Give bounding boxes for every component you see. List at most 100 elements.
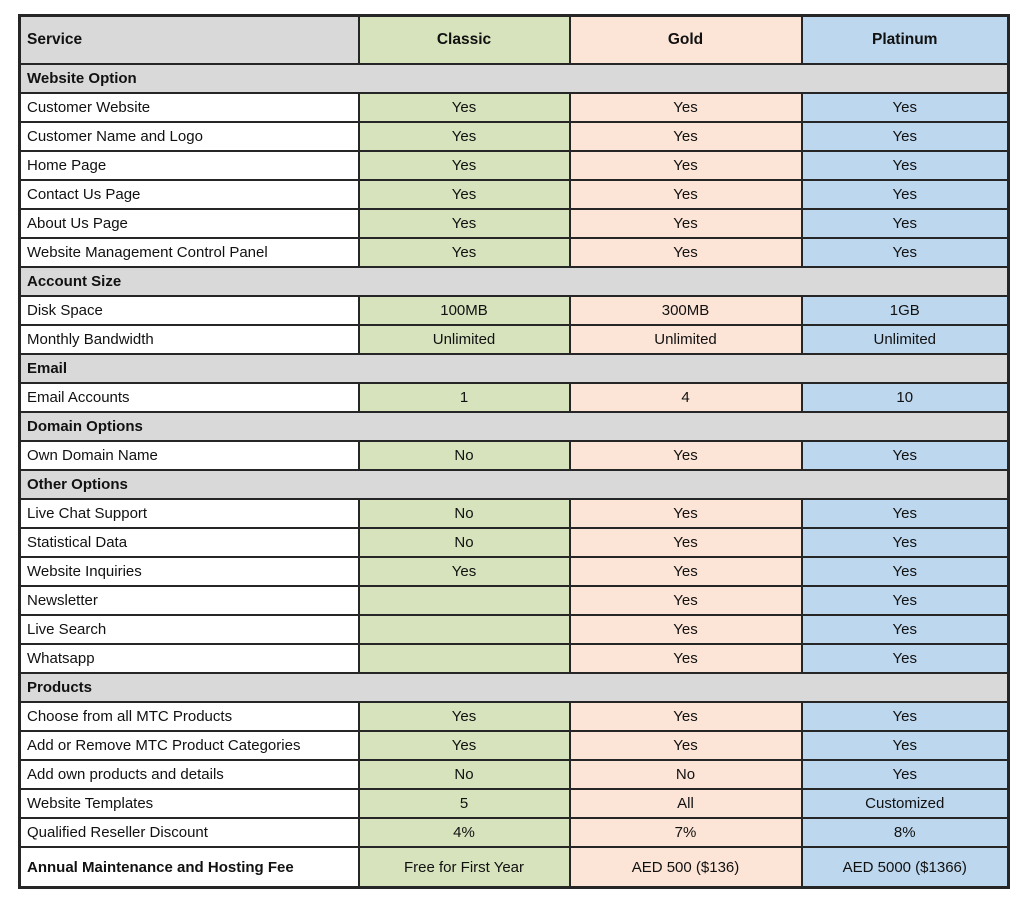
table-row: Live Chat Support No Yes Yes xyxy=(18,498,1010,529)
classic-cell: Yes xyxy=(357,92,571,123)
gold-cell: Yes xyxy=(568,527,803,558)
section-title: Other Options xyxy=(18,469,1010,500)
platinum-cell: Yes xyxy=(800,92,1010,123)
service-cell: Website Inquiries xyxy=(18,556,360,587)
service-cell: Email Accounts xyxy=(18,382,360,413)
service-cell: Live Chat Support xyxy=(18,498,360,529)
service-cell: Website Templates xyxy=(18,788,360,819)
gold-cell: Yes xyxy=(568,585,803,616)
gold-cell: 300MB xyxy=(568,295,803,326)
service-cell: Add own products and details xyxy=(18,759,360,790)
service-cell: Disk Space xyxy=(18,295,360,326)
gold-cell: Yes xyxy=(568,643,803,674)
classic-cell: 1 xyxy=(357,382,571,413)
table-row: Choose from all MTC Products Yes Yes Yes xyxy=(18,701,1010,732)
gold-cell: Unlimited xyxy=(568,324,803,355)
gold-cell: AED 500 ($136) xyxy=(568,846,803,889)
gold-cell: 7% xyxy=(568,817,803,848)
platinum-cell: 8% xyxy=(800,817,1010,848)
gold-cell: Yes xyxy=(568,121,803,152)
classic-cell: Yes xyxy=(357,237,571,268)
service-cell: Statistical Data xyxy=(18,527,360,558)
gold-cell: All xyxy=(568,788,803,819)
service-cell: Add or Remove MTC Product Categories xyxy=(18,730,360,761)
service-cell: Annual Maintenance and Hosting Fee xyxy=(18,846,360,889)
table-row: Monthly Bandwidth Unlimited Unlimited Unlim… xyxy=(18,324,1010,355)
table-row: Whatsapp Yes Yes xyxy=(18,643,1010,674)
service-cell: Whatsapp xyxy=(18,643,360,674)
platinum-cell: Yes xyxy=(800,527,1010,558)
classic-cell: 100MB xyxy=(357,295,571,326)
table-row: Customer Website Yes Yes Yes xyxy=(18,92,1010,123)
section-header-row: Account Size xyxy=(18,266,1010,297)
section-header-row: Website Option xyxy=(18,63,1010,94)
section-title: Website Option xyxy=(18,63,1010,94)
platinum-cell: Yes xyxy=(800,585,1010,616)
classic-cell: Unlimited xyxy=(357,324,571,355)
classic-cell: Yes xyxy=(357,556,571,587)
service-cell: Contact Us Page xyxy=(18,179,360,210)
gold-cell: Yes xyxy=(568,556,803,587)
classic-cell: 5 xyxy=(357,788,571,819)
table-row: Add own products and details No No Yes xyxy=(18,759,1010,790)
gold-cell: Yes xyxy=(568,237,803,268)
platinum-cell: Yes xyxy=(800,208,1010,239)
platinum-cell: Unlimited xyxy=(800,324,1010,355)
classic-cell: No xyxy=(357,759,571,790)
gold-cell: Yes xyxy=(568,730,803,761)
section-title: Products xyxy=(18,672,1010,703)
classic-cell: Yes xyxy=(357,179,571,210)
service-cell: Own Domain Name xyxy=(18,440,360,471)
service-cell: Choose from all MTC Products xyxy=(18,701,360,732)
classic-cell: No xyxy=(357,527,571,558)
gold-cell: Yes xyxy=(568,150,803,181)
table-row: About Us Page Yes Yes Yes xyxy=(18,208,1010,239)
table-row: Website Management Control Panel Yes Yes Ye… xyxy=(18,237,1010,268)
platinum-cell: Yes xyxy=(800,237,1010,268)
classic-cell: Yes xyxy=(357,730,571,761)
header-row: Service Classic Gold Platinum xyxy=(18,14,1010,65)
section-header-row: Domain Options xyxy=(18,411,1010,442)
platinum-cell: AED 5000 ($1366) xyxy=(800,846,1010,889)
service-cell: Home Page xyxy=(18,150,360,181)
service-cell: About Us Page xyxy=(18,208,360,239)
classic-cell: No xyxy=(357,498,571,529)
gold-cell: Yes xyxy=(568,92,803,123)
classic-cell: 4% xyxy=(357,817,571,848)
platinum-cell: Yes xyxy=(800,150,1010,181)
table-row: Website Inquiries Yes Yes Yes xyxy=(18,556,1010,587)
section-header-row: Products xyxy=(18,672,1010,703)
service-cell: Newsletter xyxy=(18,585,360,616)
platinum-cell: 1GB xyxy=(800,295,1010,326)
platinum-cell: Yes xyxy=(800,440,1010,471)
section-title: Domain Options xyxy=(18,411,1010,442)
service-cell: Qualified Reseller Discount xyxy=(18,817,360,848)
table-row: Newsletter Yes Yes xyxy=(18,585,1010,616)
table-row: Website Templates 5 All Customized xyxy=(18,788,1010,819)
pricing-table: Service Classic Gold Platinum Website Op… xyxy=(18,14,1010,889)
section-title: Account Size xyxy=(18,266,1010,297)
section-title: Email xyxy=(18,353,1010,384)
service-cell: Website Management Control Panel xyxy=(18,237,360,268)
service-cell: Monthly Bandwidth xyxy=(18,324,360,355)
classic-cell: Yes xyxy=(357,208,571,239)
service-cell: Customer Name and Logo xyxy=(18,121,360,152)
header-gold: Gold xyxy=(568,14,803,65)
section-header-row: Other Options xyxy=(18,469,1010,500)
table-row: Email Accounts 1 4 10 xyxy=(18,382,1010,413)
table-row: Qualified Reseller Discount 4% 7% 8% xyxy=(18,817,1010,848)
platinum-cell: Yes xyxy=(800,179,1010,210)
platinum-cell: Yes xyxy=(800,121,1010,152)
annual-fee-row: Annual Maintenance and Hosting Fee Free f… xyxy=(18,846,1010,889)
table-row: Home Page Yes Yes Yes xyxy=(18,150,1010,181)
gold-cell: No xyxy=(568,759,803,790)
platinum-cell: Yes xyxy=(800,614,1010,645)
classic-cell xyxy=(357,585,571,616)
header-classic: Classic xyxy=(357,14,571,65)
platinum-cell: Yes xyxy=(800,730,1010,761)
platinum-cell: Yes xyxy=(800,759,1010,790)
platinum-cell: 10 xyxy=(800,382,1010,413)
classic-cell: Yes xyxy=(357,121,571,152)
classic-cell xyxy=(357,643,571,674)
